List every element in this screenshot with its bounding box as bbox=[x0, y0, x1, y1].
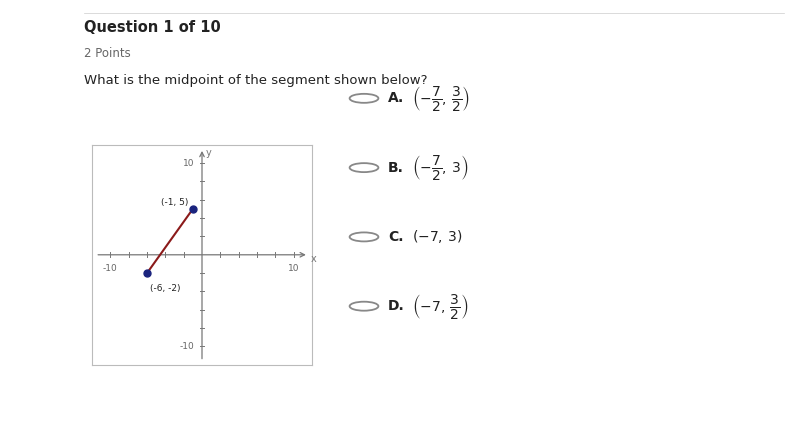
Text: x: x bbox=[310, 254, 316, 264]
Text: D.: D. bbox=[388, 299, 405, 313]
Text: y: y bbox=[206, 148, 211, 158]
Text: A.: A. bbox=[388, 91, 404, 105]
Text: (-1, 5): (-1, 5) bbox=[161, 198, 188, 207]
Text: -10: -10 bbox=[180, 342, 194, 351]
Text: (-6, -2): (-6, -2) bbox=[150, 284, 180, 293]
Text: $\left(-7,\, \dfrac{3}{2}\right)$: $\left(-7,\, \dfrac{3}{2}\right)$ bbox=[412, 292, 468, 320]
Text: Question 1 of 10: Question 1 of 10 bbox=[84, 20, 221, 35]
Text: B.: B. bbox=[388, 160, 404, 175]
Text: $(-7,\, 3)$: $(-7,\, 3)$ bbox=[412, 228, 462, 245]
Text: C.: C. bbox=[388, 230, 403, 244]
Text: 10: 10 bbox=[288, 264, 299, 273]
Text: $\left(-\dfrac{7}{2},\, \dfrac{3}{2}\right)$: $\left(-\dfrac{7}{2},\, \dfrac{3}{2}\rig… bbox=[412, 84, 470, 113]
Text: -10: -10 bbox=[103, 264, 118, 273]
Text: 2 Points: 2 Points bbox=[84, 47, 130, 60]
Text: 10: 10 bbox=[183, 159, 194, 168]
Text: $\left(-\dfrac{7}{2},\, 3\right)$: $\left(-\dfrac{7}{2},\, 3\right)$ bbox=[412, 153, 468, 182]
Text: What is the midpoint of the segment shown below?: What is the midpoint of the segment show… bbox=[84, 74, 427, 87]
